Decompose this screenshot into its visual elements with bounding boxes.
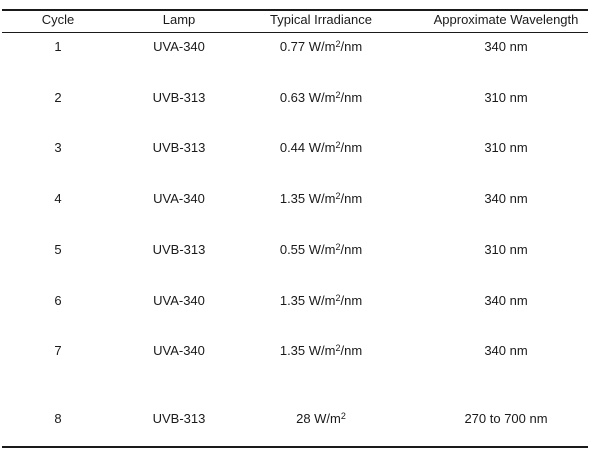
table-bottom-rule bbox=[2, 446, 588, 448]
cycle-cell: 2 bbox=[54, 90, 62, 105]
wavelength-cell: 310 nm bbox=[484, 140, 528, 155]
irradiance-value: 1.35 W/m bbox=[279, 343, 336, 358]
irradiance-cell: 0.63 W/m2/nm bbox=[280, 90, 362, 106]
table-header-rule bbox=[2, 32, 588, 33]
irradiance-exponent: 2 bbox=[340, 410, 346, 421]
wavelength-cell: 340 nm bbox=[484, 39, 528, 54]
irradiance-value: 28 W/m bbox=[296, 411, 341, 426]
header-cycle: Cycle bbox=[41, 12, 75, 27]
irradiance-value: 0.63 W/m bbox=[279, 90, 336, 105]
irradiance-unit-suffix: /nm bbox=[340, 90, 363, 105]
lamp-cell: UVB-313 bbox=[152, 411, 206, 426]
irradiance-value: 1.35 W/m bbox=[279, 293, 336, 308]
wavelength-cell: 270 to 700 nm bbox=[464, 411, 548, 426]
wavelength-cell: 310 nm bbox=[484, 90, 528, 105]
irradiance-cell: 0.55 W/m2/nm bbox=[280, 242, 362, 258]
irradiance-unit-suffix: /nm bbox=[340, 242, 363, 257]
irradiance-cell: 28 W/m2 bbox=[296, 411, 346, 427]
irradiance-value: 1.35 W/m bbox=[279, 191, 336, 206]
lamp-cell: UVA-340 bbox=[153, 191, 205, 206]
wavelength-cell: 340 nm bbox=[484, 191, 528, 206]
irradiance-cell: 0.44 W/m2/nm bbox=[280, 140, 362, 156]
irradiance-value: 0.55 W/m bbox=[279, 242, 336, 257]
irradiance-value: 0.77 W/m bbox=[279, 39, 336, 54]
irradiance-unit-suffix: /nm bbox=[340, 191, 363, 206]
lamp-cell: UVB-313 bbox=[152, 90, 206, 105]
header-approximate-wavelength: Approximate Wavelength bbox=[433, 12, 579, 27]
lamp-cell: UVA-340 bbox=[153, 343, 205, 358]
lamp-cell: UVB-313 bbox=[152, 242, 206, 257]
header-lamp: Lamp bbox=[162, 12, 196, 27]
irradiance-cell: 1.35 W/m2/nm bbox=[280, 191, 362, 207]
irradiance-exponent: 2 bbox=[335, 190, 341, 201]
irradiance-cell: 1.35 W/m2/nm bbox=[280, 343, 362, 359]
cycle-cell: 7 bbox=[54, 343, 62, 358]
irradiance-unit-suffix: /nm bbox=[340, 39, 363, 54]
irradiance-value: 0.44 W/m bbox=[279, 140, 336, 155]
irradiance-exponent: 2 bbox=[335, 89, 341, 100]
table-top-rule bbox=[2, 9, 588, 11]
lamp-cell: UVB-313 bbox=[152, 140, 206, 155]
cycle-cell: 6 bbox=[54, 293, 62, 308]
cycle-cell: 3 bbox=[54, 140, 62, 155]
irradiance-cell: 1.35 W/m2/nm bbox=[280, 293, 362, 309]
irradiance-cell: 0.77 W/m2/nm bbox=[280, 39, 362, 55]
irradiance-exponent: 2 bbox=[335, 342, 341, 353]
irradiance-exponent: 2 bbox=[335, 38, 341, 49]
irradiance-exponent: 2 bbox=[335, 241, 341, 252]
cycle-cell: 8 bbox=[54, 411, 62, 426]
irradiance-exponent: 2 bbox=[335, 139, 341, 150]
lamp-cell: UVA-340 bbox=[153, 293, 205, 308]
irradiance-unit-suffix: /nm bbox=[340, 140, 363, 155]
wavelength-cell: 340 nm bbox=[484, 343, 528, 358]
cycle-cell: 1 bbox=[54, 39, 62, 54]
irradiance-unit-suffix: /nm bbox=[340, 343, 363, 358]
irradiance-exponent: 2 bbox=[335, 292, 341, 303]
cycle-cell: 5 bbox=[54, 242, 62, 257]
cycle-cell: 4 bbox=[54, 191, 62, 206]
wavelength-cell: 310 nm bbox=[484, 242, 528, 257]
lamp-cell: UVA-340 bbox=[153, 39, 205, 54]
header-typical-irradiance: Typical Irradiance bbox=[270, 12, 372, 27]
wavelength-cell: 340 nm bbox=[484, 293, 528, 308]
irradiance-unit-suffix: /nm bbox=[340, 293, 363, 308]
